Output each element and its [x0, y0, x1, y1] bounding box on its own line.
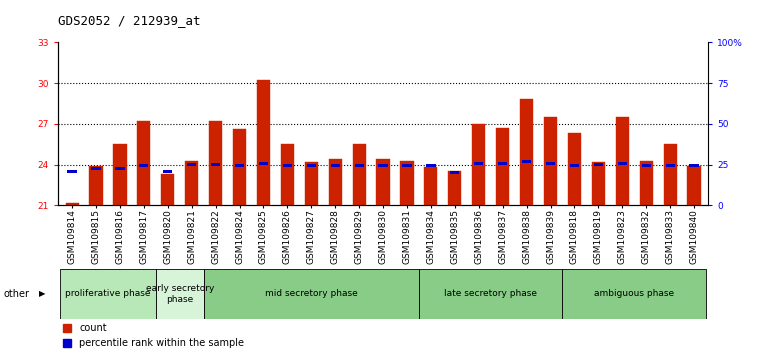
Bar	[496, 128, 509, 205]
Bar	[330, 165, 340, 167]
Bar	[616, 117, 629, 205]
Bar	[211, 163, 220, 166]
Bar	[137, 121, 150, 205]
Bar	[379, 165, 387, 167]
Bar	[353, 144, 366, 205]
Bar	[259, 162, 268, 165]
Text: other: other	[4, 289, 30, 299]
Bar	[522, 160, 531, 164]
Bar	[448, 171, 461, 205]
Bar	[665, 165, 675, 167]
Bar	[187, 163, 196, 166]
Bar	[163, 170, 172, 173]
Bar	[60, 269, 156, 319]
Bar	[688, 166, 701, 205]
Bar	[113, 144, 126, 205]
Bar	[92, 167, 101, 170]
Bar	[139, 165, 149, 167]
Bar	[544, 117, 557, 205]
Text: ambiguous phase: ambiguous phase	[594, 289, 675, 298]
Bar	[354, 165, 363, 167]
Bar	[570, 165, 579, 167]
Bar	[185, 161, 199, 205]
Bar	[689, 165, 698, 167]
Bar	[562, 269, 706, 319]
Bar	[641, 165, 651, 167]
Bar	[68, 170, 77, 173]
Bar	[472, 124, 485, 205]
Legend: count, percentile rank within the sample: count, percentile rank within the sample	[62, 324, 244, 348]
Bar	[618, 162, 627, 165]
Bar	[156, 269, 204, 319]
Bar	[640, 161, 653, 205]
Text: late secretory phase: late secretory phase	[444, 289, 537, 298]
Bar	[281, 144, 294, 205]
Bar	[161, 174, 174, 205]
Bar	[306, 165, 316, 167]
Bar	[235, 165, 244, 167]
Bar	[89, 166, 102, 205]
Bar	[116, 167, 125, 170]
Bar	[546, 162, 555, 165]
Bar	[592, 162, 605, 205]
Bar	[329, 159, 342, 205]
Text: early secretory
phase: early secretory phase	[146, 284, 214, 303]
Bar	[204, 269, 419, 319]
Bar	[474, 162, 484, 165]
Bar	[377, 159, 390, 205]
Bar	[419, 269, 562, 319]
Text: mid secretory phase: mid secretory phase	[265, 289, 358, 298]
Bar	[567, 133, 581, 205]
Bar	[305, 162, 318, 205]
Bar	[498, 162, 507, 165]
Text: GDS2052 / 212939_at: GDS2052 / 212939_at	[58, 14, 200, 27]
Bar	[257, 80, 270, 205]
Text: proliferative phase: proliferative phase	[65, 289, 151, 298]
Text: ▶: ▶	[38, 289, 45, 298]
Bar	[233, 129, 246, 205]
Bar	[424, 167, 437, 205]
Bar	[594, 163, 603, 166]
Bar	[403, 165, 412, 167]
Bar	[664, 144, 677, 205]
Bar	[283, 165, 292, 167]
Bar	[400, 161, 413, 205]
Bar	[65, 202, 79, 205]
Bar	[520, 99, 533, 205]
Bar	[450, 171, 460, 174]
Bar	[427, 165, 436, 167]
Bar	[209, 121, 223, 205]
